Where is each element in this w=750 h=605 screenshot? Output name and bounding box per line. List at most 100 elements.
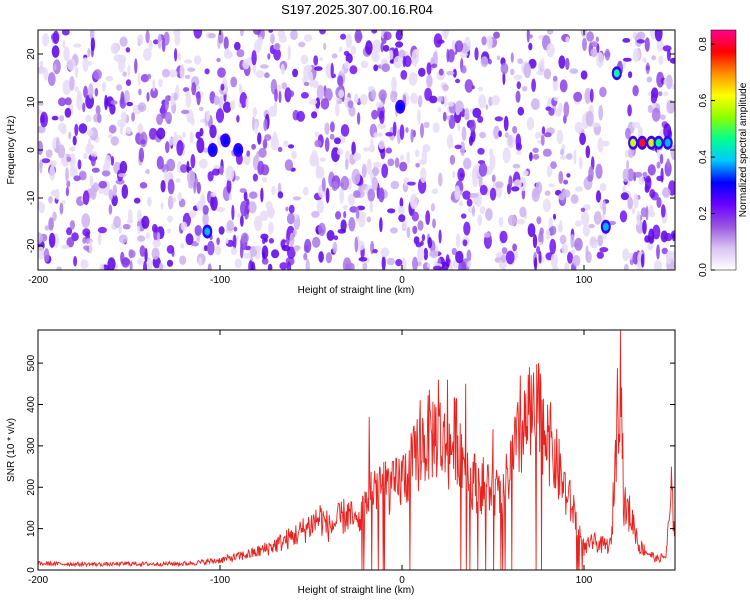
spectrogram-texture-blob (486, 35, 493, 50)
spectrogram-texture-blob (182, 132, 186, 138)
spectrogram-texture-blob (339, 187, 345, 204)
spectrogram-texture-blob (179, 255, 187, 265)
spectrogram-texture-blob (216, 206, 226, 213)
spectrogram-texture-blob (570, 249, 576, 254)
spectrogram-texture-blob (599, 86, 607, 98)
spectrogram-texture-blob (105, 75, 114, 82)
spectrogram-texture-blob (168, 69, 178, 78)
spectrogram-texture-blob (321, 177, 326, 192)
spectrogram-texture-blob (433, 265, 442, 270)
spectrogram-texture-blob (472, 197, 480, 205)
spectrogram-texture-blob (546, 165, 553, 178)
spectrogram-texture-blob (83, 85, 88, 99)
spectrogram-texture-blob (353, 152, 362, 161)
spectrogram-texture-blob (159, 262, 163, 270)
spectrogram-texture-blob (64, 107, 72, 118)
spectrogram-cells (38, 30, 675, 270)
spectrogram-texture-blob (166, 245, 175, 254)
spectrogram-texture-blob (590, 122, 600, 128)
spectrogram-texture-blob (532, 147, 539, 153)
spectrogram-texture-blob (559, 234, 567, 245)
spectrogram-texture-blob (408, 72, 418, 86)
spectrogram-texture-blob (345, 33, 352, 49)
spectrogram-texture-blob (622, 168, 629, 183)
spectrogram-texture-blob (236, 49, 245, 58)
colorbar: 0.0 0.2 0.4 0.6 0.8 Normalized spectral ampl… (698, 29, 749, 277)
spectrogram-texture-blob (661, 247, 668, 255)
spectrogram-texture-blob (464, 79, 474, 93)
spectrogram-texture-blob (351, 141, 356, 156)
spectrogram-hotspot (655, 138, 662, 147)
spectrogram-texture-blob (92, 182, 99, 193)
spectrogram-texture-blob (137, 73, 141, 86)
spectrogram-texture-blob (268, 238, 274, 244)
spectrogram-texture-blob (601, 140, 610, 147)
spectrogram-texture-blob (249, 191, 258, 199)
spectrogram-texture-blob (248, 201, 257, 214)
spectrogram-texture-blob (116, 84, 123, 91)
spectrogram-texture-blob (467, 260, 472, 268)
spectrogram-texture-blob (277, 191, 284, 199)
spectrogram-texture-blob (119, 122, 124, 135)
spectrogram-texture-blob (578, 156, 583, 170)
spectrogram-texture-blob (659, 153, 664, 165)
spectrogram-texture-blob (366, 216, 372, 223)
spectrogram-texture-blob (209, 124, 217, 139)
spectrogram-texture-blob (56, 266, 62, 270)
spectrogram-texture-blob (491, 174, 496, 183)
spectrogram-texture-blob (651, 55, 656, 61)
spectrogram-texture-blob (127, 209, 133, 223)
spectrogram-texture-blob (596, 52, 604, 68)
spectrogram-texture-blob (587, 174, 593, 183)
spectrogram-texture-blob (137, 225, 141, 235)
spectrogram-texture-blob (595, 163, 603, 179)
spectrogram-texture-blob (147, 73, 152, 80)
spectrogram-hotspot (613, 69, 620, 78)
spectrogram-texture-blob (90, 155, 96, 167)
spectrogram-texture-blob (226, 220, 234, 232)
spectrogram-texture-blob (397, 205, 405, 215)
spectrogram-texture-blob (354, 30, 363, 44)
spectrogram-texture-blob (574, 237, 583, 251)
spectrogram-texture-blob (234, 258, 242, 269)
spectrogram-texture-blob (156, 156, 164, 170)
spectrogram-texture-blob (513, 179, 522, 189)
spectrogram-texture-blob (426, 263, 431, 268)
spectrogram-texture-blob (311, 80, 319, 89)
spectrogram-texture-blob (595, 190, 602, 203)
spectrogram-texture-blob (38, 232, 43, 244)
spectrogram-texture-blob (191, 82, 197, 96)
spectrogram-texture-blob (329, 133, 335, 140)
spectrogram-texture-blob (308, 98, 318, 105)
spectrogram-texture-blob (479, 205, 486, 215)
spectrogram-texture-blob (367, 188, 376, 202)
spectrogram-texture-blob (264, 72, 270, 79)
spectrogram-texture-blob (592, 241, 598, 249)
spectrogram-texture-blob (330, 62, 334, 78)
spectrogram-texture-blob (393, 55, 403, 69)
spectrogram-texture-blob (426, 62, 432, 75)
spectrogram-texture-blob (398, 49, 406, 59)
spectrogram-texture-blob (167, 179, 175, 195)
spectrogram-texture-blob (138, 147, 145, 163)
spectrogram-texture-blob (287, 45, 291, 61)
spectrogram-texture-blob (215, 245, 222, 256)
spectrogram-texture-blob (217, 67, 226, 78)
spectrogram-texture-blob (271, 249, 280, 259)
spectrogram-texture-blob (485, 208, 493, 221)
spectrogram-texture-blob (642, 57, 647, 64)
spectrogram-texture-blob (410, 128, 414, 143)
spectrogram-texture-blob (541, 126, 546, 135)
spectrogram-texture-blob (519, 206, 527, 218)
spectrogram-texture-blob (146, 232, 150, 240)
spectrogram-texture-blob (218, 226, 225, 235)
spectrogram-texture-blob (314, 139, 322, 148)
spectrogram-texture-blob (597, 137, 604, 153)
spectrogram-texture-blob (137, 34, 144, 46)
spectrogram-texture-blob (251, 143, 256, 150)
spectrogram-texture-blob (563, 101, 570, 118)
spectrogram-texture-blob (223, 36, 229, 50)
spectrogram-texture-blob (324, 122, 330, 135)
spectrogram-texture-blob (238, 83, 242, 94)
spectrogram-texture-blob (401, 220, 407, 230)
